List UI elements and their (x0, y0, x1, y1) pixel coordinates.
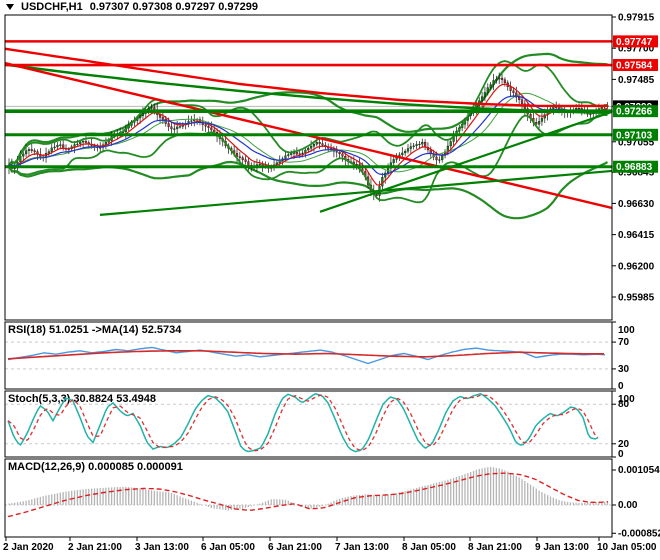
macd-signal-line (7, 472, 609, 518)
price-badge-0.97266 (613, 105, 658, 118)
chart-header: USDCHF,H1 0.97307 0.97308 0.97297 0.9729… (6, 1, 258, 13)
svg-text:0.96200: 0.96200 (618, 261, 655, 272)
svg-text:0: 0 (618, 449, 624, 460)
svg-text:0.97584: 0.97584 (616, 61, 653, 72)
time-label: 6 Jan 21:00 (268, 542, 322, 553)
svg-text:-0.000852: -0.000852 (618, 528, 660, 539)
stoch-pane[interactable] (5, 392, 612, 453)
macd-indicator-label: MACD(12,26,9) 0.000085 0.000091 (8, 461, 183, 473)
time-label: 8 Jan 05:00 (402, 542, 456, 553)
svg-text:80: 80 (618, 399, 630, 410)
svg-text:0.96883: 0.96883 (616, 162, 653, 173)
time-label: 10 Jan 05:00 (597, 542, 657, 553)
stoch-pane-border (4, 390, 613, 458)
svg-text:0.97700: 0.97700 (618, 44, 655, 55)
svg-text:0.96415: 0.96415 (618, 230, 655, 241)
price-badge-0.97747 (613, 35, 658, 48)
time-axis[interactable]: 2 Jan 2020 2 Jan 21:00 3 Jan 13:00 6 Jan 05… (3, 537, 657, 553)
price-axis[interactable]: 0.97915 0.97700 0.97485 0.97055 0.96845 0.966… (612, 13, 660, 540)
macd-pane-border (4, 458, 613, 538)
svg-text:0.001054: 0.001054 (618, 465, 660, 476)
time-label: 8 Jan 21:00 (468, 542, 522, 553)
stoch-indicator-label: Stoch(5,3,3) 30.8824 53.4948 (8, 393, 156, 405)
rsi-indicator-label: RSI(18) 51.0251 ->MA(14) 52.5734 (8, 324, 182, 336)
time-label: 2 Jan 2020 (3, 542, 54, 553)
svg-text:0.95985: 0.95985 (618, 293, 655, 304)
red-descending-ma (5, 47, 608, 108)
svg-text:70: 70 (618, 337, 630, 348)
rsi-pane[interactable] (5, 341, 612, 370)
rsi-pane-border (4, 321, 613, 390)
macd-pane[interactable] (5, 466, 612, 518)
svg-text:0.96845: 0.96845 (618, 168, 655, 179)
symbol-marker-icon[interactable] (6, 4, 14, 10)
svg-text:0.97103: 0.97103 (616, 130, 653, 141)
svg-text:0.97747: 0.97747 (616, 37, 653, 48)
ascending-trendline-1 (319, 110, 612, 213)
svg-text:0.97915: 0.97915 (618, 13, 655, 24)
svg-text:20: 20 (618, 439, 630, 450)
rsi-line (7, 346, 606, 365)
outer-band-lower (7, 160, 609, 220)
ohlc-values: 0.97307 0.97308 0.97297 0.97299 (89, 1, 258, 13)
bollinger-upper (8, 60, 608, 166)
svg-text:30: 30 (618, 364, 630, 375)
ascending-trendline-2 (99, 169, 612, 216)
ma-fast-red (8, 83, 608, 186)
stoch-k-line (7, 392, 599, 453)
time-label: 3 Jan 13:00 (135, 542, 189, 553)
time-label: 9 Jan 13:00 (535, 542, 589, 553)
svg-text:0.00: 0.00 (618, 500, 638, 511)
svg-text:100: 100 (618, 394, 635, 405)
svg-text:0.97485: 0.97485 (618, 75, 655, 86)
time-label: 7 Jan 13:00 (335, 542, 389, 553)
svg-text:0.97055: 0.97055 (618, 137, 655, 148)
stoch-d-line (7, 394, 599, 452)
main-price-pane[interactable] (0, 40, 612, 220)
ma-slow-blue (8, 95, 608, 176)
svg-text:0: 0 (618, 381, 624, 392)
outer-band-upper (8, 52, 608, 166)
bollinger-lower (8, 113, 608, 204)
time-label: 2 Jan 21:00 (68, 542, 122, 553)
price-badge-0.96883 (613, 160, 658, 173)
svg-text:0.97266: 0.97266 (616, 107, 653, 118)
symbol-period-label: USDCHF,H1 (21, 1, 83, 13)
price-badge-0.97584 (613, 59, 658, 72)
main-pane-border (4, 14, 613, 321)
price-badge-0.97103 (613, 128, 658, 141)
svg-text:100: 100 (618, 325, 635, 336)
time-label: 6 Jan 05:00 (201, 542, 255, 553)
svg-text:0.96630: 0.96630 (618, 199, 655, 210)
rsi-ma-line (7, 350, 604, 360)
